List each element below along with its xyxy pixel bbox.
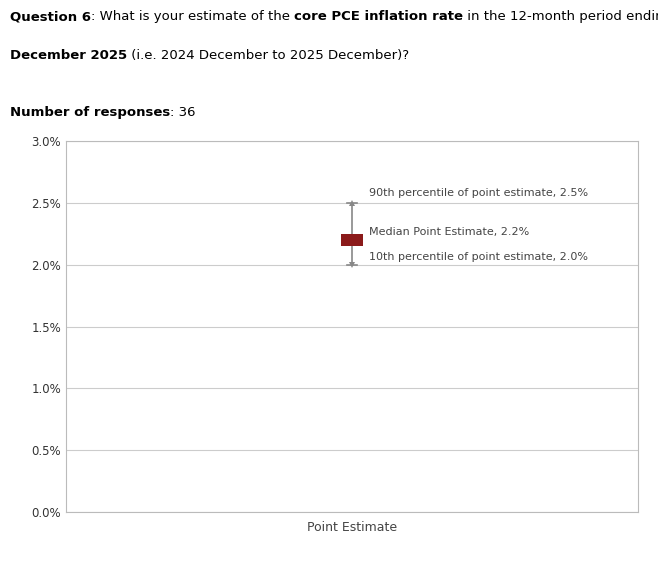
- Text: Question 6: Question 6: [10, 10, 91, 23]
- Text: Median Point Estimate, 2.2%: Median Point Estimate, 2.2%: [369, 227, 530, 238]
- Text: 10th percentile of point estimate, 2.0%: 10th percentile of point estimate, 2.0%: [369, 252, 588, 262]
- Text: : 36: : 36: [170, 106, 195, 119]
- Text: : What is your estimate of the: : What is your estimate of the: [91, 10, 294, 23]
- X-axis label: Point Estimate: Point Estimate: [307, 521, 397, 534]
- Text: December 2025: December 2025: [10, 49, 127, 62]
- Text: (i.e. 2024 December to 2025 December)?: (i.e. 2024 December to 2025 December)?: [127, 49, 409, 62]
- Text: core PCE inflation rate: core PCE inflation rate: [294, 10, 463, 23]
- Bar: [341, 234, 363, 246]
- Text: in the 12-month period ending in: in the 12-month period ending in: [463, 10, 658, 23]
- Text: Number of responses: Number of responses: [10, 106, 170, 119]
- Text: 90th percentile of point estimate, 2.5%: 90th percentile of point estimate, 2.5%: [369, 187, 588, 198]
